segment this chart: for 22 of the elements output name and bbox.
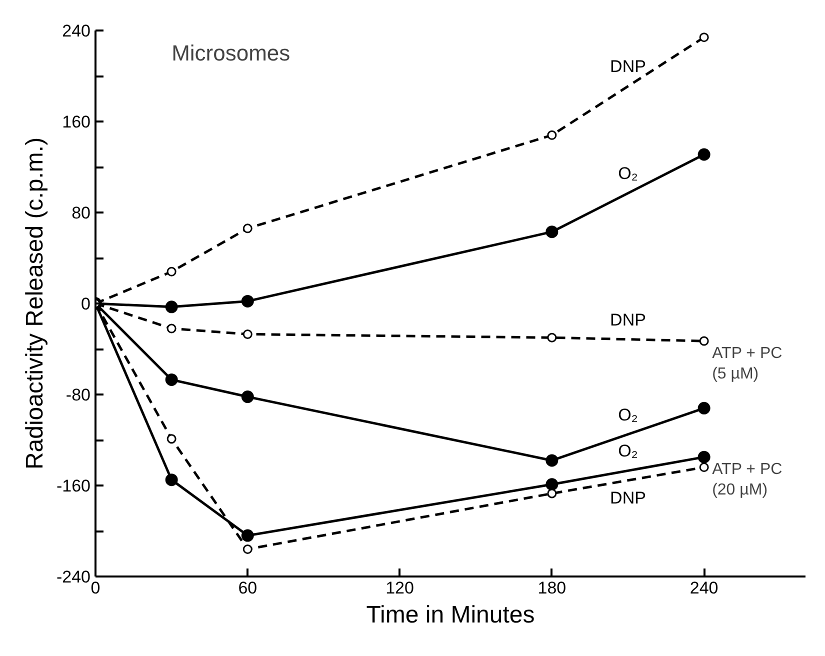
y-axis-title: Radioactivity Released (c.p.m.) bbox=[21, 137, 48, 470]
y-tick-label: 0 bbox=[81, 294, 91, 314]
annotation: ATP + PC (20 µM) bbox=[712, 461, 782, 498]
x-tick-label: 180 bbox=[538, 578, 566, 598]
x-tick-label: 60 bbox=[238, 578, 258, 598]
x-tick-label: 240 bbox=[690, 578, 718, 598]
x-tick-label: 120 bbox=[386, 578, 414, 598]
text: Microsomes bbox=[172, 40, 290, 66]
y-tick-label: 240 bbox=[62, 22, 91, 40]
y-tick-label: -80 bbox=[66, 386, 91, 404]
series-label: DNP bbox=[610, 488, 646, 508]
annotation: ATP + PC (5 µM) bbox=[712, 345, 782, 382]
series-label: DNP bbox=[610, 310, 646, 330]
series-label: O₂ bbox=[618, 442, 638, 461]
y-tick-label: -240 bbox=[56, 568, 91, 586]
y-tick-label: -160 bbox=[56, 476, 91, 496]
y-tick-label: 80 bbox=[72, 204, 91, 222]
x-axis-title: Time in Minutes bbox=[366, 602, 535, 628]
y-tick-label: 160 bbox=[62, 112, 91, 132]
series-label: DNP bbox=[610, 57, 646, 76]
series-label: O₂ bbox=[618, 405, 638, 424]
series-label: O₂ bbox=[618, 164, 638, 184]
